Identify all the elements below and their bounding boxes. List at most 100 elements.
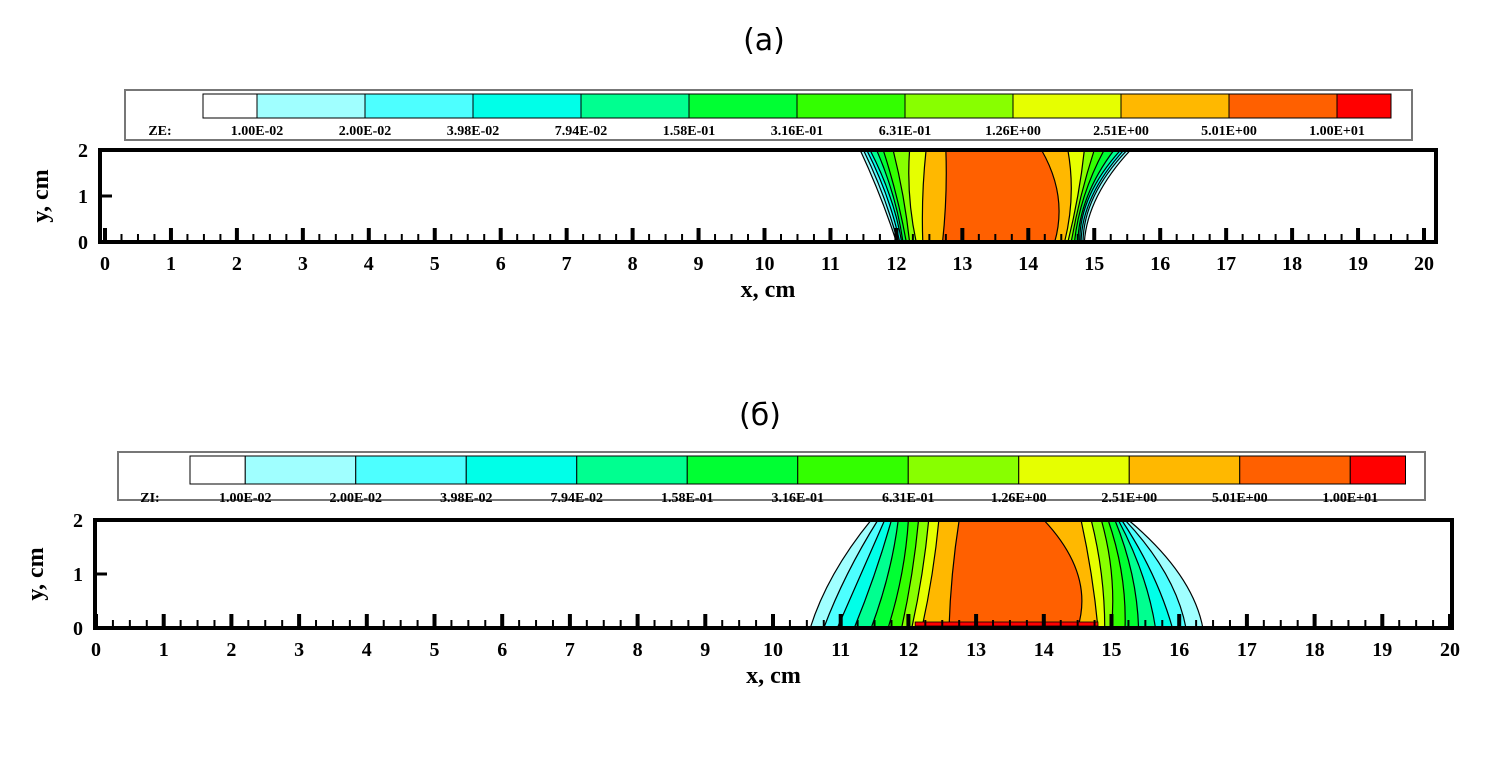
legend-swatch [465,455,578,485]
legend-level-label: 1.58E-01 [663,124,716,139]
legend-swatch [1349,455,1406,485]
x-tick-label: 20 [1440,639,1460,661]
legend-swatch [244,455,357,485]
panel-title: (б) [739,398,781,433]
x-tick-label: 1 [166,253,176,275]
legend-level-label: 6.31E-01 [879,124,932,139]
legend-variable-label: ZI: [140,491,159,506]
legend-swatch [355,455,467,485]
x-tick-label: 13 [966,639,986,661]
x-axis-label: x, cm [741,277,796,303]
legend-swatch [1120,93,1230,119]
plot-area [100,150,1436,242]
x-tick-label: 18 [1282,253,1302,275]
plot-area [95,520,1452,628]
legend-level-label: 2.51E+00 [1101,491,1157,506]
x-tick-label: 2 [226,639,236,661]
y-tick-label: 1 [73,564,83,586]
legend-level-label: 3.98E-02 [440,491,493,506]
legend-level-label: 3.16E-01 [772,491,825,506]
legend-swatch [364,93,474,119]
legend-level-label: 1.00E-02 [219,491,272,506]
panel-title: (a) [743,23,785,58]
y-axis-label: y, cm [23,547,49,600]
legend-swatch [1128,455,1241,485]
x-tick-label: 10 [755,253,775,275]
legend-swatch [1018,455,1130,485]
legend-swatch [688,93,798,119]
y-tick-label: 2 [78,140,88,162]
legend-swatch [797,455,909,485]
legend-swatch [1336,93,1392,119]
x-tick-label: 12 [898,639,918,661]
y-tick-label: 1 [78,186,88,208]
legend-level-label: 2.00E-02 [339,124,392,139]
chart-panel-a: (a) ZE: 1.00E-02 2.00E-02 3.98E-02 7.94E-02 1.… [28,23,1438,303]
x-tick-label: 17 [1216,253,1236,275]
legend-swatch [202,93,258,119]
chart-panel-b: (б) ZI: 1.00E-02 2.00E-02 3.98E-02 7.94E-02 1.… [23,398,1460,689]
x-tick-label: 6 [497,639,507,661]
x-tick-label: 8 [633,639,643,661]
legend-level-label: 5.01E+00 [1201,124,1257,139]
legend-swatch [907,455,1020,485]
legend-swatch [472,93,582,119]
legend-swatch [1012,93,1122,119]
legend-variable-label: ZE: [148,124,171,139]
legend-swatch [256,93,366,119]
x-tick-label: 8 [628,253,638,275]
x-tick-label: 9 [694,253,704,275]
x-tick-label: 7 [562,253,572,275]
x-tick-label: 5 [430,639,440,661]
legend-level-label: 1.00E+01 [1322,491,1378,506]
contour-band-level-10 [941,149,1060,243]
x-tick-label: 18 [1305,639,1325,661]
legend-swatch [580,93,690,119]
x-tick-label: 0 [91,639,101,661]
x-tick-label: 12 [886,253,906,275]
y-tick-label: 2 [73,510,83,532]
legend-level-label: 7.94E-02 [551,491,604,506]
x-tick-label: 14 [1018,253,1038,275]
x-tick-label: 16 [1169,639,1189,661]
legend-swatch [576,455,688,485]
x-tick-label: 14 [1034,639,1054,661]
legend-level-label: 6.31E-01 [882,491,935,506]
legend-level-label: 1.00E+01 [1309,124,1365,139]
legend-level-label: 3.16E-01 [771,124,824,139]
x-tick-label: 16 [1150,253,1170,275]
x-tick-label: 9 [700,639,710,661]
x-tick-label: 19 [1348,253,1368,275]
legend-swatch [904,93,1014,119]
x-tick-label: 5 [430,253,440,275]
legend-level-label: 1.26E+00 [991,491,1047,506]
legend-level-label: 3.98E-02 [447,124,500,139]
x-tick-label: 20 [1414,253,1434,275]
x-tick-label: 4 [362,639,372,661]
legend-swatch [796,93,906,119]
x-tick-label: 13 [952,253,972,275]
legend-level-label: 2.00E-02 [330,491,383,506]
legend-level-label: 5.01E+00 [1212,491,1268,506]
y-axis-label: y, cm [28,169,54,222]
x-tick-label: 3 [298,253,308,275]
legend-level-label: 1.58E-01 [661,491,714,506]
legend-swatch [1228,93,1338,119]
x-tick-label: 11 [831,639,850,661]
x-tick-label: 10 [763,639,783,661]
x-tick-label: 11 [821,253,840,275]
x-tick-label: 19 [1372,639,1392,661]
y-tick-label: 0 [78,232,88,254]
x-tick-label: 6 [496,253,506,275]
x-tick-label: 7 [565,639,575,661]
legend-level-label: 2.51E+00 [1093,124,1149,139]
y-tick-label: 0 [73,618,83,640]
x-tick-label: 1 [159,639,169,661]
x-tick-label: 15 [1102,639,1122,661]
legend-level-label: 1.26E+00 [985,124,1041,139]
x-axis-label: x, cm [746,663,801,689]
x-tick-label: 3 [294,639,304,661]
x-tick-label: 17 [1237,639,1257,661]
legend-level-label: 1.00E-02 [231,124,284,139]
